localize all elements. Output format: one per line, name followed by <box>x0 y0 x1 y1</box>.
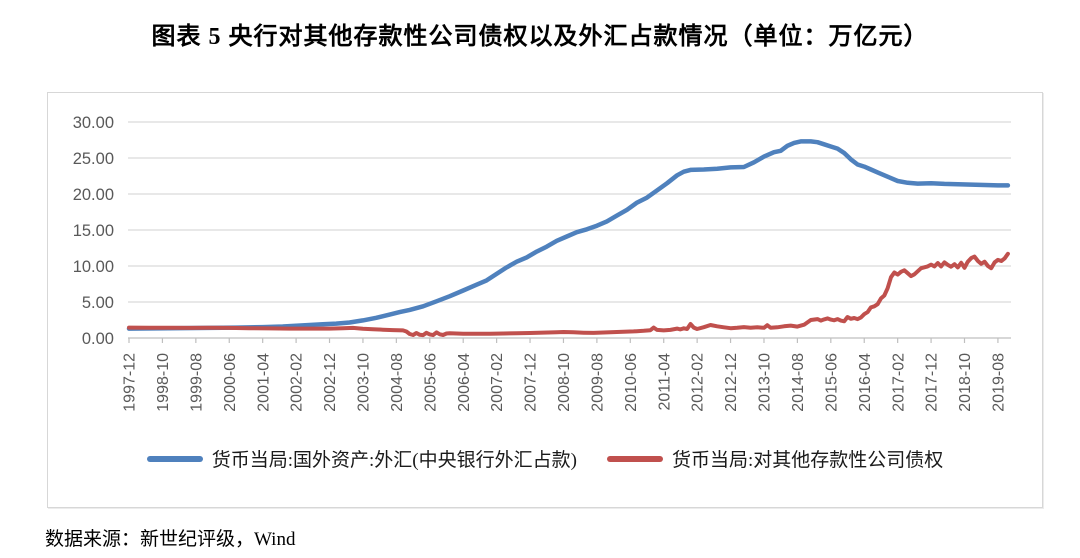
x-tick-label: 2012-12 <box>723 353 740 412</box>
x-tick-label: 2016-04 <box>857 353 874 412</box>
x-tick-label: 2015-06 <box>823 353 840 412</box>
y-tick-label: 0.00 <box>82 330 114 348</box>
x-tick-label: 2000-06 <box>222 353 239 412</box>
legend-line-swatch-fx <box>146 455 203 462</box>
chart-legend: 货币当局:国外资产:外汇(中央银行外汇占款) 货币当局:对其他存款性公司债权 <box>48 445 1042 472</box>
data-source-note: 数据来源：新世纪评级，Wind <box>45 529 296 550</box>
x-tick-label: 1998-10 <box>155 353 172 412</box>
legend-label-claims: 货币当局:对其他存款性公司债权 <box>671 450 944 471</box>
x-tick-label: 2019-08 <box>991 353 1008 412</box>
x-tick-label: 2002-02 <box>289 353 306 412</box>
series-line-claims-on-banks <box>127 251 1010 338</box>
y-tick-label: 20.00 <box>73 186 114 204</box>
x-tick-label: 2009-08 <box>589 353 606 412</box>
x-tick-label: 1997-12 <box>122 353 139 412</box>
legend-item-fx: 货币当局:国外资产:外汇(中央银行外汇占款) <box>146 445 577 472</box>
x-tick-label: 2011-04 <box>656 353 673 411</box>
legend-line-swatch-claims <box>606 455 663 462</box>
x-tick-label: 2014-08 <box>790 353 807 412</box>
y-tick-label: 25.00 <box>73 150 114 168</box>
x-tick-label: 2010-06 <box>623 353 640 412</box>
series-line-fx-position <box>126 139 1011 331</box>
x-tick-label: 2018-10 <box>957 353 974 412</box>
x-tick-label: 2007-02 <box>489 353 506 412</box>
y-tick-label: 10.00 <box>73 258 114 276</box>
x-tick-label: 2003-10 <box>356 353 373 412</box>
y-tick-label: 5.00 <box>82 294 114 312</box>
y-tick-label: 30.00 <box>73 114 114 132</box>
y-tick-label: 15.00 <box>73 222 114 240</box>
x-tick-label: 1999-08 <box>188 353 205 412</box>
x-tick-label: 2008-10 <box>556 353 573 412</box>
legend-label-fx: 货币当局:国外资产:外汇(中央银行外汇占款) <box>211 450 577 471</box>
chart-area: 0.00 5.00 10.00 15.00 20.00 25.00 30.00 1997-12… <box>47 92 1043 508</box>
legend-item-claims: 货币当局:对其他存款性公司债权 <box>606 445 944 472</box>
x-tick-label: 2006-04 <box>456 353 473 412</box>
x-tick-label: 2017-12 <box>924 353 941 412</box>
x-tick-label: 2004-08 <box>389 353 406 412</box>
x-tick-label: 2013-10 <box>757 353 774 412</box>
x-tick-label: 2017-02 <box>890 353 907 412</box>
x-tick-label: 2001-04 <box>255 353 272 412</box>
x-tick-label: 2005-06 <box>422 353 439 412</box>
figure-title: 图表 5 央行对其他存款性公司债权以及外汇占款情况（单位：万亿元） <box>151 24 929 50</box>
x-tick-label: 2012-02 <box>690 353 707 412</box>
x-tick-label: 2002-12 <box>322 353 339 412</box>
x-tick-label: 2007-12 <box>523 353 540 412</box>
line-chart: 0.00 5.00 10.00 15.00 20.00 25.00 30.00 1997-12… <box>73 114 1011 412</box>
